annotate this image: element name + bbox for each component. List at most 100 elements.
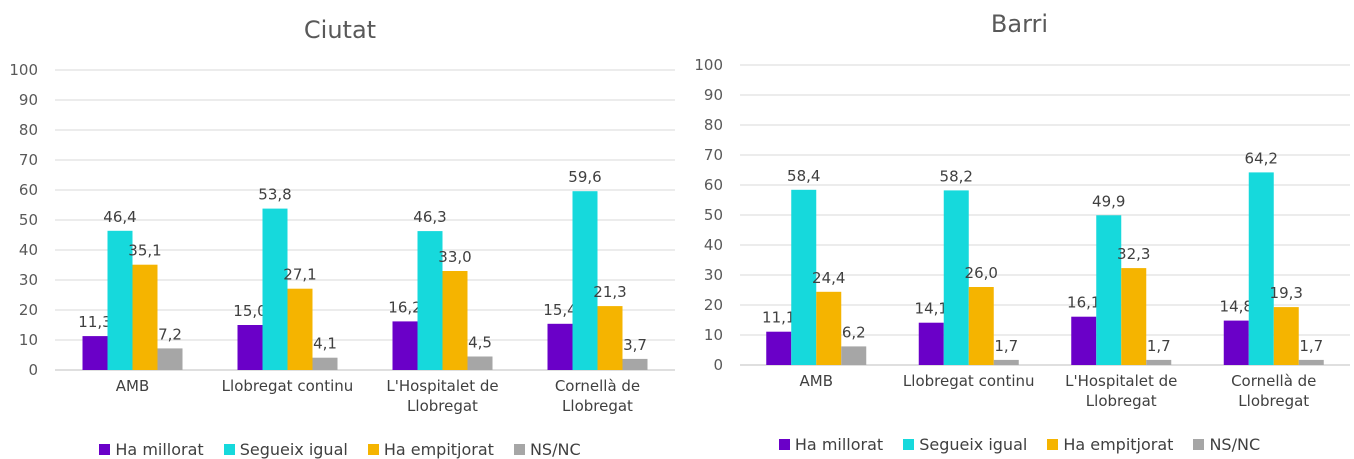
data-label: 7,2 bbox=[158, 325, 182, 343]
bar bbox=[107, 230, 133, 370]
data-label: 64,2 bbox=[1245, 149, 1278, 167]
y-tick-label: 0 bbox=[713, 356, 723, 374]
bar bbox=[597, 306, 623, 370]
y-tick-label: 20 bbox=[704, 296, 723, 314]
bar bbox=[132, 264, 158, 370]
y-tick-label: 30 bbox=[704, 266, 723, 284]
data-label: 53,8 bbox=[258, 186, 291, 204]
chart-plot-area: 0 10 20 30 40 50 60 70 80 90 100 11,1 58,4 24,4 6,2 AMB… bbox=[694, 56, 1350, 410]
y-tick-label: 0 bbox=[28, 361, 38, 379]
legend-swatch bbox=[1193, 439, 1205, 450]
data-label: 24,4 bbox=[812, 269, 845, 287]
chart-legend: Ha millorat Segueix igual Ha empitjorat … bbox=[685, 435, 1354, 454]
data-label: 11,3 bbox=[78, 313, 111, 331]
legend-label: Ha empitjorat bbox=[383, 440, 494, 459]
y-tick-label: 60 bbox=[19, 181, 38, 199]
bar bbox=[312, 357, 338, 370]
category-label: L'Hospitalet de bbox=[1065, 372, 1177, 390]
data-label: 4,5 bbox=[468, 334, 492, 352]
bar bbox=[791, 189, 817, 365]
y-tick-label: 50 bbox=[704, 206, 723, 224]
y-tick-label: 70 bbox=[704, 146, 723, 164]
bar bbox=[287, 288, 313, 370]
legend-label: Ha millorat bbox=[115, 440, 204, 459]
bar bbox=[918, 322, 944, 365]
bar bbox=[943, 190, 969, 365]
data-label: 58,4 bbox=[787, 167, 820, 185]
bar bbox=[392, 321, 418, 370]
legend-label: Ha empitjorat bbox=[1063, 435, 1174, 454]
data-label: 21,3 bbox=[593, 283, 626, 301]
data-label: 4,1 bbox=[313, 335, 337, 353]
legend-swatch bbox=[99, 444, 111, 455]
legend-label: NS/NC bbox=[529, 440, 581, 459]
bar bbox=[816, 291, 842, 365]
bar bbox=[417, 231, 443, 370]
y-tick-label: 40 bbox=[19, 241, 38, 259]
y-tick-label: 30 bbox=[19, 271, 38, 289]
category-label: Cornellà de bbox=[1231, 372, 1316, 390]
legend-item: NS/NC bbox=[513, 440, 581, 459]
legend-swatch bbox=[223, 444, 235, 455]
data-label: 59,6 bbox=[568, 168, 601, 186]
data-label: 15,4 bbox=[543, 301, 576, 319]
bar bbox=[547, 323, 573, 370]
legend-label: Segueix igual bbox=[239, 440, 348, 459]
data-label: 49,9 bbox=[1092, 192, 1125, 210]
legend-swatch bbox=[367, 444, 379, 455]
bar bbox=[1071, 316, 1097, 365]
data-label: 16,1 bbox=[1067, 294, 1100, 312]
data-label: 11,1 bbox=[762, 309, 795, 327]
category-label: Llobregat continu bbox=[222, 377, 354, 395]
bar bbox=[766, 331, 792, 365]
data-label: 14,8 bbox=[1220, 298, 1253, 316]
bar bbox=[1146, 359, 1172, 365]
data-label: 1,7 bbox=[1299, 337, 1323, 355]
y-tick-label: 10 bbox=[19, 331, 38, 349]
y-tick-label: 100 bbox=[9, 61, 38, 79]
data-label: 33,0 bbox=[438, 248, 471, 266]
chart-plot-area: 0 10 20 30 40 50 60 70 80 90 100 11,3 46,4 35,1 7,2 AMB… bbox=[9, 61, 675, 415]
data-label: 32,3 bbox=[1117, 245, 1150, 263]
bar bbox=[572, 191, 598, 370]
y-tick-label: 90 bbox=[19, 91, 38, 109]
y-tick-label: 90 bbox=[704, 86, 723, 104]
y-tick-label: 40 bbox=[704, 236, 723, 254]
chart-barri: Barri 0 10 20 30 40 50 60 70 80 90 100 11,1 58,4 24,4… bbox=[685, 0, 1354, 459]
data-label: 46,4 bbox=[103, 208, 136, 226]
bar bbox=[467, 356, 493, 370]
bar bbox=[1096, 215, 1122, 365]
category-label: AMB bbox=[800, 372, 834, 390]
chart-title: Ciutat bbox=[303, 16, 377, 44]
bar bbox=[1248, 172, 1274, 365]
bar bbox=[1121, 268, 1147, 365]
legend-label: Segueix igual bbox=[919, 435, 1028, 454]
data-label: 1,7 bbox=[994, 337, 1018, 355]
bar bbox=[262, 208, 288, 370]
legend-label: Ha millorat bbox=[794, 435, 884, 454]
category-label: Llobregat bbox=[1086, 392, 1157, 410]
data-label: 1,7 bbox=[1147, 337, 1171, 355]
category-label: L'Hospitalet de bbox=[386, 377, 498, 395]
legend-swatch bbox=[778, 439, 790, 450]
legend-item: NS/NC bbox=[1193, 435, 1260, 454]
data-label: 58,2 bbox=[940, 167, 973, 185]
data-label: 14,1 bbox=[915, 300, 948, 318]
y-tick-label: 100 bbox=[694, 56, 723, 74]
bar bbox=[237, 325, 263, 370]
bar bbox=[1223, 320, 1249, 365]
category-label: Llobregat bbox=[1238, 392, 1309, 410]
legend-item: Ha empitjorat bbox=[367, 440, 494, 459]
bar bbox=[841, 346, 867, 365]
category-label: AMB bbox=[116, 377, 150, 395]
data-label: 6,2 bbox=[842, 323, 866, 341]
y-tick-label: 20 bbox=[19, 301, 38, 319]
bar bbox=[1298, 359, 1324, 365]
data-label: 35,1 bbox=[128, 242, 161, 260]
data-label: 19,3 bbox=[1270, 284, 1303, 302]
legend-item: Ha millorat bbox=[778, 435, 884, 454]
legend-swatch bbox=[513, 444, 525, 455]
category-label: Llobregat bbox=[562, 397, 633, 415]
legend-item: Ha empitjorat bbox=[1047, 435, 1173, 454]
data-label: 26,0 bbox=[965, 264, 998, 282]
